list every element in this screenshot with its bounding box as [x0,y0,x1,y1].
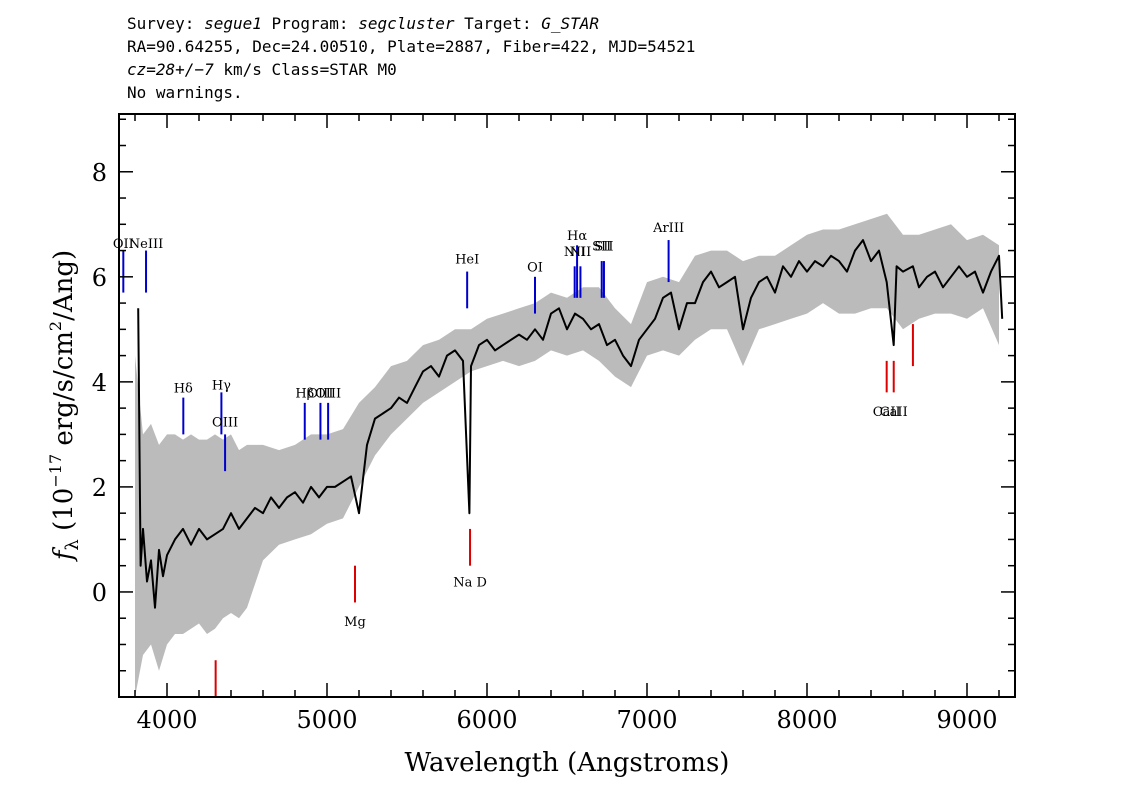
y-tick-label: 6 [92,264,107,292]
emission-line-label: Hγ [212,379,231,394]
header-line-warnings: No warnings. [127,83,243,102]
x-tick-label: 9000 [936,706,997,734]
emission-line-label: OI [527,261,543,276]
x-axis-title: Wavelength (Angstroms) [405,748,730,778]
emission-line-label: NeIII [129,237,163,252]
target-value: G_STAR [541,14,600,33]
emission-line-label: Hβ [295,387,314,402]
emission-line-label: ArIII [652,221,684,236]
emission-line-label: SII [594,240,613,255]
error-band-layer [135,213,999,697]
x-tick-label: 8000 [776,706,837,734]
emission-line-label: OIII [307,387,333,402]
y-title-post: /Ang) [49,250,79,321]
axes-layer: 4000 5000 6000 7000 8000 9000 0 2 4 6 8 [92,114,1015,734]
x-tick-label: 4000 [136,706,197,734]
emission-line-label: Hα [567,229,587,244]
cz-value: cz=28+/−7 [127,60,214,79]
y-tick-label: 8 [92,159,107,187]
program-value: segcluster [358,14,455,33]
emission-line-label: Hδ [174,381,193,396]
y-title-pre: (10 [49,488,79,540]
x-tick-label: 7000 [616,706,677,734]
emission-line-label: NII [564,245,586,260]
flux-line [137,239,1004,609]
y-axis-title: fλ (10−17 erg/s/cm2/Ang) [46,250,83,562]
y-title-mid: erg/s/cm [49,331,79,454]
y-title-exp1: −17 [46,454,65,488]
y-tick-label: 2 [92,474,107,502]
x-tick-label: 6000 [456,706,517,734]
emission-line-label: SII [592,240,611,255]
emission-line-label: OIII [315,387,341,402]
y-title-sub: λ [62,539,83,550]
emission-line-label: OIII [212,416,238,431]
absorption-line-label: CaII [873,405,901,420]
cz-unit-class: km/s Class=STAR M0 [213,60,397,79]
emission-line-label: NII [570,245,592,260]
header-line-redshift: cz=28+/−7 km/s Class=STAR M0 [127,58,695,81]
y-tick-label: 4 [92,369,107,397]
emission-line-label: HeI [455,253,479,268]
absorption-line-label: Na D [453,576,487,591]
absorption-line-label: CaII [880,405,908,420]
survey-label: Survey: [127,14,205,33]
absorption-line-label: Mg [344,615,366,630]
spectrum-header: Survey: segue1 Program: segcluster Targe… [127,12,695,104]
program-label: Program: [261,14,359,33]
target-label: Target: [454,14,542,33]
y-title-exp2: 2 [46,321,65,331]
survey-value: segue1 [204,14,262,33]
header-line-survey: Survey: segue1 Program: segcluster Targe… [127,12,695,35]
plot-frame [118,113,1016,698]
flux-layer [137,239,1004,609]
x-tick-label: 5000 [296,706,357,734]
error-band [135,213,999,697]
y-tick-label: 0 [92,579,107,607]
header-line-coordinates: RA=90.64255, Dec=24.00510, Plate=2887, F… [127,37,696,56]
